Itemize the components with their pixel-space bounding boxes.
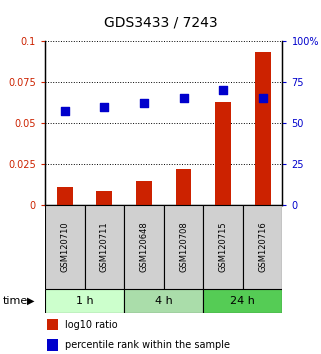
Text: percentile rank within the sample: percentile rank within the sample	[65, 340, 230, 350]
Bar	[203, 205, 243, 289]
Bar	[124, 289, 203, 313]
Text: 1 h: 1 h	[76, 296, 93, 306]
Bar	[47, 319, 58, 330]
Text: GDS3433 / 7243: GDS3433 / 7243	[104, 16, 217, 30]
Bar	[164, 205, 203, 289]
Text: ▶: ▶	[27, 296, 34, 306]
Bar	[84, 205, 124, 289]
Text: time: time	[3, 296, 29, 306]
Text: GSM120648: GSM120648	[139, 222, 148, 272]
Bar	[203, 289, 282, 313]
Point	[181, 96, 186, 101]
Bar	[45, 289, 124, 313]
Bar	[124, 205, 164, 289]
Bar	[47, 339, 58, 351]
Point	[260, 96, 265, 101]
Bar	[96, 190, 112, 205]
Point	[141, 101, 146, 106]
Text: GSM120716: GSM120716	[258, 222, 267, 272]
Text: 24 h: 24 h	[230, 296, 255, 306]
Point	[221, 87, 226, 93]
Bar	[136, 181, 152, 205]
Bar	[45, 205, 84, 289]
Point	[102, 104, 107, 109]
Text: GSM120708: GSM120708	[179, 222, 188, 272]
Bar	[176, 169, 191, 205]
Text: 4 h: 4 h	[155, 296, 173, 306]
Bar	[255, 52, 271, 205]
Text: GSM120710: GSM120710	[60, 222, 69, 272]
Bar	[243, 205, 282, 289]
Bar	[57, 187, 73, 205]
Point	[62, 109, 67, 114]
Text: GSM120711: GSM120711	[100, 222, 109, 272]
Text: GSM120715: GSM120715	[219, 222, 228, 272]
Text: log10 ratio: log10 ratio	[65, 320, 118, 330]
Bar	[215, 102, 231, 205]
